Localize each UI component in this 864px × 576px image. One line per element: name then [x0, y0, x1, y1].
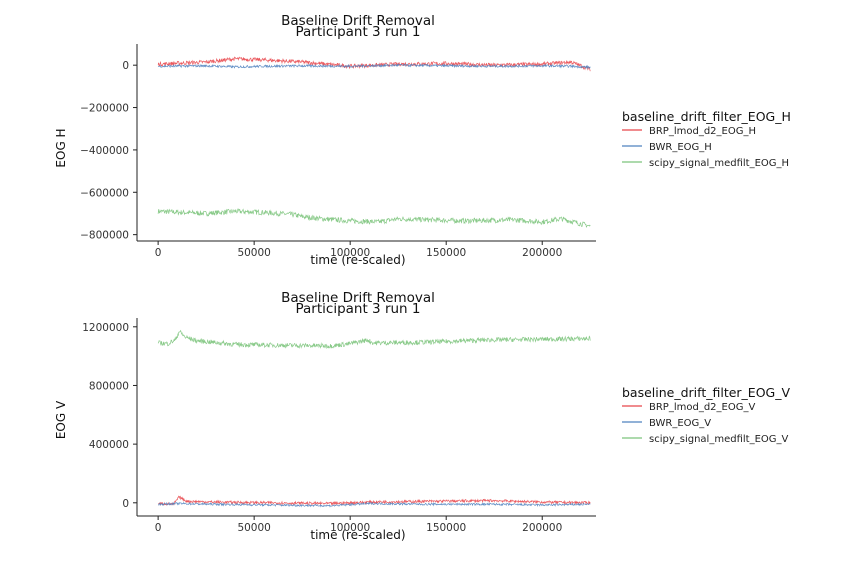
y-axis-label: EOG H — [54, 128, 68, 167]
y-tick-label: −200000 — [80, 103, 129, 115]
chart-subtitle: Participant 3 run 1 — [296, 301, 421, 317]
y-tick-label: 400000 — [89, 439, 129, 451]
y-tick-group: 0 −200000 −400000 −600000 −800000 — [80, 60, 137, 242]
legend: baseline_drift_filter_EOG_H BRP_lmod_d2_… — [622, 109, 791, 169]
x-tick-label: 150000 — [426, 247, 466, 259]
x-tick-label: 200000 — [522, 247, 562, 259]
legend: baseline_drift_filter_EOG_V BRP_lmod_d2_… — [622, 385, 790, 445]
legend-entry: scipy_signal_medfilt_EOG_H — [649, 158, 789, 169]
legend-entry: BRP_lmod_d2_EOG_V — [649, 402, 755, 413]
y-tick-group: 0 400000 800000 1200000 — [82, 322, 137, 510]
x-axis-label: time (re-scaled) — [310, 528, 405, 542]
y-tick-label: 800000 — [89, 380, 129, 392]
x-tick-label: 50000 — [237, 247, 270, 259]
legend-title: baseline_drift_filter_EOG_V — [622, 385, 790, 400]
series-line-brp-lmod-d2-eog-h — [157, 56, 591, 72]
x-axis-label: time (re-scaled) — [310, 253, 405, 267]
y-tick-label: 0 — [122, 498, 129, 510]
chart-title: Baseline Drift Removal — [281, 290, 435, 306]
legend-title: baseline_drift_filter_EOG_H — [622, 109, 791, 124]
legend-entry: scipy_signal_medfilt_EOG_V — [649, 434, 789, 445]
series-line-scipy-signal-medfilt-eog-v — [157, 329, 591, 350]
x-tick-label: 150000 — [426, 522, 466, 534]
series-line-bwr-eog-v — [158, 501, 591, 508]
series-line-scipy-signal-medfilt-eog-h — [157, 208, 591, 228]
x-tick-label: 200000 — [522, 522, 562, 534]
legend-entry: BRP_lmod_d2_EOG_H — [649, 126, 756, 137]
series-layer — [157, 329, 591, 508]
legend-entry: BWR_EOG_H — [649, 142, 712, 153]
series-layer — [157, 56, 591, 228]
series-line-brp-lmod-d2-eog-v — [158, 495, 591, 506]
x-tick-label: 0 — [155, 247, 162, 259]
y-axis-label: EOG V — [54, 400, 68, 439]
y-tick-label: −600000 — [80, 187, 129, 199]
x-tick-label: 0 — [155, 522, 162, 534]
y-tick-label: −800000 — [80, 230, 129, 242]
x-tick-label: 50000 — [237, 522, 270, 534]
chart-subtitle: Participant 3 run 1 — [296, 24, 421, 40]
y-tick-label: −400000 — [80, 145, 129, 157]
y-tick-label: 0 — [122, 60, 129, 72]
x-tick-group: 0 50000 100000 150000 200000 — [155, 516, 562, 534]
x-tick-label: 100000 — [330, 522, 370, 534]
series-line-bwr-eog-h — [157, 63, 591, 70]
chart-panel-eog-v: Baseline Drift Removal Participant 3 run… — [54, 290, 790, 542]
x-tick-group: 0 50000 100000 150000 200000 — [155, 241, 562, 259]
x-tick-label: 100000 — [330, 247, 370, 259]
y-tick-label: 1200000 — [82, 322, 129, 334]
chart-title: Baseline Drift Removal — [281, 13, 435, 29]
chart-panel-eog-h: Baseline Drift Removal Participant 3 run… — [54, 13, 791, 267]
legend-entry: BWR_EOG_V — [649, 418, 711, 429]
